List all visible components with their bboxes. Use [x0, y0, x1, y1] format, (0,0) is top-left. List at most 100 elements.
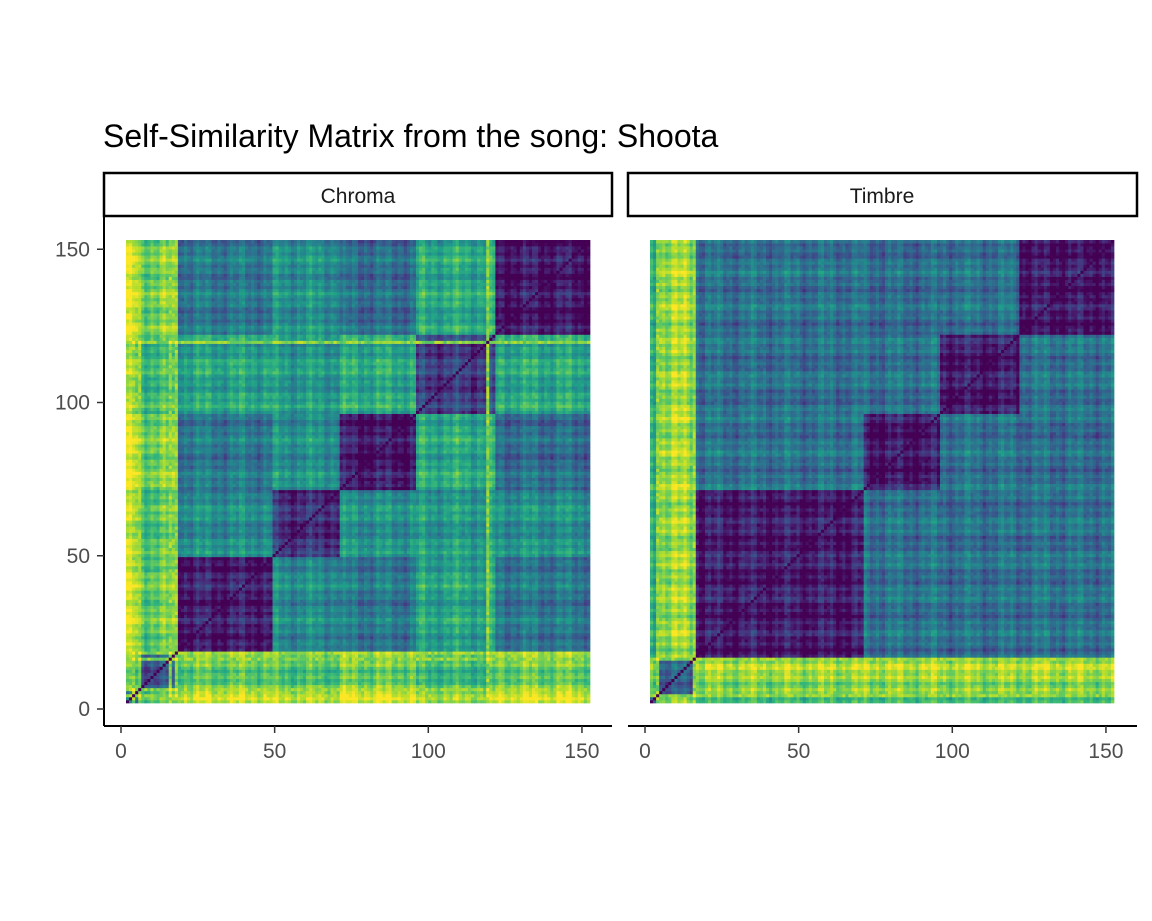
heatmap-cell: [172, 688, 175, 691]
heatmap-cell: [294, 657, 297, 660]
heatmap-cell: [416, 694, 419, 697]
heatmap-cell: [175, 685, 178, 688]
heatmap-cell: [318, 694, 321, 697]
heatmap-cell: [276, 694, 279, 697]
heatmap-cell: [135, 663, 138, 666]
heatmap-cell: [385, 663, 388, 666]
heatmap-cell: [303, 657, 306, 660]
heatmap-cell: [489, 679, 492, 682]
heatmap-cell: [572, 697, 575, 700]
heatmap-cell: [535, 676, 538, 679]
heatmap-cell: [150, 694, 153, 697]
heatmap-cell: [297, 657, 300, 660]
heatmap-cell: [395, 657, 398, 660]
heatmap-cell: [511, 682, 514, 685]
heatmap-cell: [440, 682, 443, 685]
heatmap-cell: [193, 660, 196, 663]
heatmap-cell: [553, 682, 556, 685]
heatmap-cell: [349, 673, 352, 676]
heatmap-cell: [160, 685, 163, 688]
heatmap-cell: [410, 676, 413, 679]
heatmap-cell: [178, 694, 181, 697]
heatmap-cell: [190, 669, 193, 672]
heatmap-cell: [480, 697, 483, 700]
heatmap-cell: [434, 676, 437, 679]
heatmap-cell: [166, 679, 169, 682]
heatmap-cell: [230, 676, 233, 679]
heatmap-cell: [498, 666, 501, 669]
heatmap-cell: [303, 669, 306, 672]
heatmap-cell: [211, 691, 214, 694]
heatmap-cell: [578, 685, 581, 688]
heatmap-cell: [273, 679, 276, 682]
heatmap-cell: [190, 685, 193, 688]
heatmap-cell: [199, 685, 202, 688]
heatmap-cell: [193, 700, 196, 703]
heatmap-cell: [263, 691, 266, 694]
heatmap-cell: [422, 682, 425, 685]
heatmap-cell: [202, 697, 205, 700]
heatmap-cell: [236, 682, 239, 685]
heatmap-cell: [566, 673, 569, 676]
heatmap-cell: [318, 666, 321, 669]
heatmap-cell: [300, 673, 303, 676]
heatmap-cell: [184, 663, 187, 666]
heatmap-cell: [581, 694, 584, 697]
heatmap-cell: [453, 688, 456, 691]
heatmap-cell: [492, 700, 495, 703]
heatmap-cell: [437, 669, 440, 672]
heatmap-cell: [385, 691, 388, 694]
heatmap-cell: [193, 666, 196, 669]
heatmap-cell: [224, 657, 227, 660]
heatmap-cell: [300, 697, 303, 700]
heatmap-cell: [279, 669, 282, 672]
heatmap-cell: [126, 676, 129, 679]
heatmap-cell: [129, 688, 132, 691]
heatmap-cell: [495, 694, 498, 697]
heatmap-cell: [556, 691, 559, 694]
heatmap-cell: [364, 682, 367, 685]
heatmap-cell: [236, 666, 239, 669]
heatmap-cell: [340, 694, 343, 697]
heatmap-cell: [425, 679, 428, 682]
heatmap-cell: [266, 691, 269, 694]
heatmap-cell: [498, 691, 501, 694]
heatmap-cell: [477, 685, 480, 688]
heatmap-cell: [224, 682, 227, 685]
heatmap-cell: [312, 663, 315, 666]
heatmap-cell: [227, 700, 230, 703]
heatmap-cell: [196, 700, 199, 703]
heatmap-cell: [471, 663, 474, 666]
heatmap-cell: [437, 666, 440, 669]
heatmap-cell: [224, 685, 227, 688]
heatmap-cell: [172, 697, 175, 700]
heatmap-cell: [508, 663, 511, 666]
heatmap-cell: [477, 663, 480, 666]
heatmap-cell: [236, 660, 239, 663]
heatmap-cell: [437, 682, 440, 685]
heatmap-cell: [224, 669, 227, 672]
heatmap-cell: [178, 697, 181, 700]
heatmap-cell: [459, 663, 462, 666]
heatmap-cell: [248, 691, 251, 694]
heatmap-cell: [428, 694, 431, 697]
heatmap-cell: [157, 685, 160, 688]
heatmap-cell: [434, 685, 437, 688]
heatmap-cell: [514, 682, 517, 685]
heatmap-cell: [407, 660, 410, 663]
heatmap-cell: [370, 663, 373, 666]
heatmap-cell: [474, 676, 477, 679]
heatmap-cell: [233, 657, 236, 660]
heatmap-cell: [450, 679, 453, 682]
heatmap-cell: [459, 679, 462, 682]
heatmap-cell: [556, 688, 559, 691]
heatmap-cell: [211, 676, 214, 679]
heatmap-cell: [468, 685, 471, 688]
heatmap-cell: [563, 673, 566, 676]
heatmap-cell: [563, 685, 566, 688]
heatmap-cell: [147, 666, 150, 669]
heatmap-cell: [456, 685, 459, 688]
heatmap-cell: [181, 666, 184, 669]
heatmap-cell: [572, 685, 575, 688]
heatmap-cell: [459, 676, 462, 679]
